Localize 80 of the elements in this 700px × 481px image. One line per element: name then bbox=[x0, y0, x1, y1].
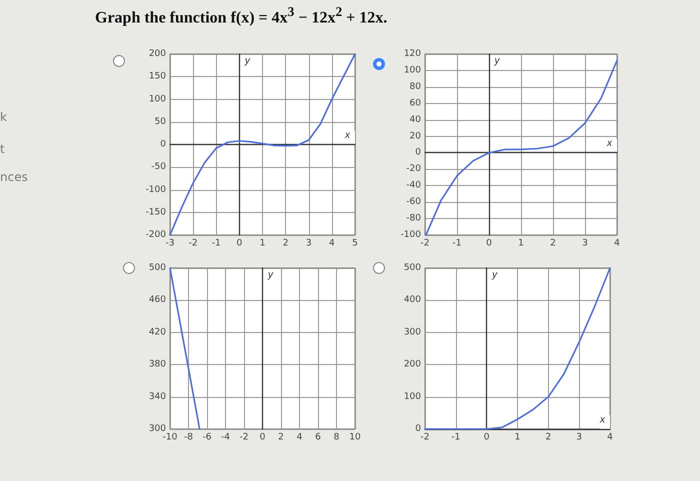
y-tick-label: 80 bbox=[410, 82, 422, 92]
x-tick-label: -6 bbox=[202, 432, 212, 442]
x-tick-label: 4 bbox=[329, 238, 336, 248]
x-tick-label: 6 bbox=[315, 432, 322, 442]
text: t bbox=[0, 142, 5, 156]
line-series bbox=[424, 267, 611, 430]
x-tick-label: 2 bbox=[278, 432, 284, 442]
y-tick-label: 200 bbox=[148, 49, 166, 59]
y-tick-label: 120 bbox=[404, 49, 422, 59]
x-axis-title: x bbox=[344, 130, 351, 141]
y-tick-label: 0 bbox=[415, 424, 422, 434]
y-tick-label: -200 bbox=[146, 230, 166, 240]
x-tick-label: -4 bbox=[221, 432, 230, 442]
x-tick-label: 0 bbox=[260, 432, 266, 442]
y-tick-label: 420 bbox=[148, 327, 166, 338]
x-tick-label: 4 bbox=[607, 432, 614, 442]
y-tick-label: -20 bbox=[406, 164, 422, 174]
y-tick-label: 300 bbox=[404, 327, 422, 338]
x-tick-label: -3 bbox=[166, 238, 174, 248]
x-tick-label: 3 bbox=[582, 238, 588, 248]
y-tick-label: 400 bbox=[404, 295, 422, 306]
x-tick-label: 10 bbox=[349, 432, 361, 442]
chart-title: Graph the function f(x) = 4x$^{3}$ − 12x$^{2}$ + 12x. bbox=[95, 4, 388, 28]
x-tick-label: 8 bbox=[334, 432, 340, 442]
y-tick-label: 50 bbox=[154, 116, 166, 127]
x-tick-label: -10 bbox=[162, 432, 178, 442]
x-axis-title: x bbox=[606, 138, 613, 150]
y-tick-label: -150 bbox=[146, 207, 166, 218]
text: nces bbox=[0, 170, 28, 184]
x-tick-label: -2 bbox=[420, 432, 430, 442]
x-tick-label: 3 bbox=[306, 238, 312, 248]
x-tick-label: 0 bbox=[484, 432, 490, 442]
y-tick-label: 500 bbox=[404, 263, 422, 273]
x-tick-label: 0 bbox=[236, 238, 243, 248]
y-tick-label: 60 bbox=[410, 98, 422, 108]
y-tick-label: 460 bbox=[148, 295, 166, 306]
x-tick-label: -2 bbox=[420, 238, 430, 248]
y-tick-label: 200 bbox=[404, 360, 422, 370]
line-series bbox=[169, 53, 356, 236]
y-tick-label: 340 bbox=[148, 392, 166, 402]
y-tick-label: -40 bbox=[406, 180, 422, 191]
y-tick-label: -60 bbox=[406, 197, 422, 208]
x-tick-label: 2 bbox=[545, 432, 552, 442]
y-tick-label: -50 bbox=[151, 162, 166, 172]
text: k bbox=[0, 110, 7, 124]
y-tick-label: 500 bbox=[148, 263, 166, 273]
x-tick-label: 1 bbox=[260, 238, 266, 248]
y-tick-label: 0 bbox=[415, 148, 422, 158]
y-tick-label: -80 bbox=[406, 214, 422, 224]
y-tick-label: 100 bbox=[148, 94, 166, 104]
x-tick-label: 0 bbox=[486, 238, 492, 248]
x-tick-label: -8 bbox=[184, 432, 194, 442]
y-tick-label: 380 bbox=[148, 360, 166, 370]
x-axis-title: x bbox=[599, 414, 606, 426]
x-tick-label: 1 bbox=[514, 432, 520, 442]
y-tick-label: 100 bbox=[404, 392, 422, 402]
x-tick-label: -1 bbox=[452, 238, 462, 248]
x-tick-label: 4 bbox=[614, 238, 620, 248]
x-tick-label: -1 bbox=[212, 238, 221, 248]
x-tick-label: 2 bbox=[550, 238, 556, 248]
x-tick-label: 2 bbox=[282, 238, 288, 248]
x-tick-label: 5 bbox=[352, 238, 358, 248]
y-tick-label: 150 bbox=[148, 72, 166, 82]
x-tick-label: 1 bbox=[518, 238, 524, 248]
x-tick-label: 4 bbox=[296, 432, 303, 442]
y-tick-label: 20 bbox=[410, 131, 422, 142]
y-axis-title: y bbox=[267, 270, 274, 280]
x-tick-label: -1 bbox=[451, 432, 460, 442]
y-tick-label: 300 bbox=[148, 424, 166, 434]
y-tick-label: 40 bbox=[410, 114, 422, 125]
y-axis-title: y bbox=[491, 270, 498, 280]
y-tick-label: 100 bbox=[404, 65, 422, 76]
y-axis-title: y bbox=[494, 56, 500, 66]
y-axis-title: y bbox=[244, 56, 251, 66]
x-tick-label: 3 bbox=[576, 432, 582, 442]
y-tick-label: 0 bbox=[160, 140, 166, 150]
x-tick-label: -2 bbox=[240, 432, 248, 442]
x-tick-label: -2 bbox=[188, 238, 198, 248]
y-tick-label: -100 bbox=[146, 184, 166, 195]
y-tick-label: -100 bbox=[400, 230, 422, 240]
